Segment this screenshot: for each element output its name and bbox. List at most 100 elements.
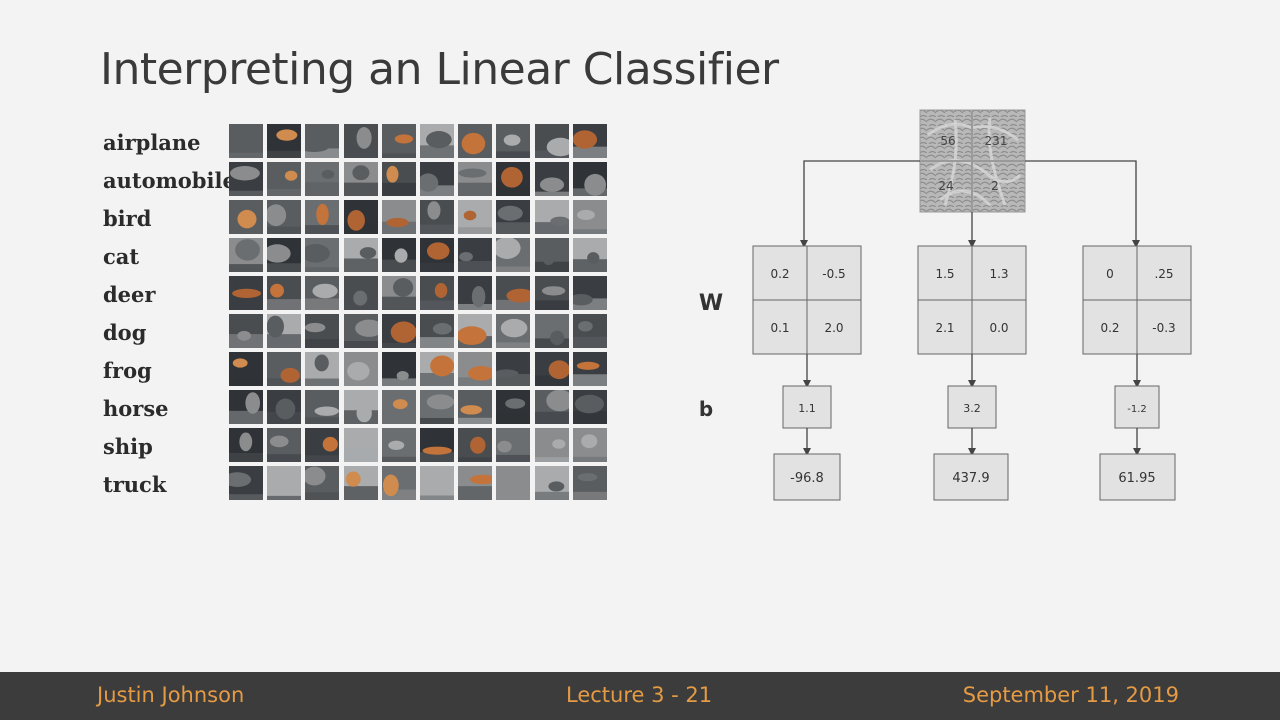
sample-image-bird — [496, 200, 531, 234]
sample-image-cat — [267, 238, 302, 272]
sample-image-automobile — [419, 162, 454, 196]
sample-image-truck — [381, 466, 416, 500]
bias-value: 1.1 — [798, 402, 816, 415]
sample-image-deer — [419, 276, 454, 310]
sample-image-cat — [381, 238, 416, 272]
sample-image-frog — [381, 352, 416, 386]
sample-image-ship — [534, 428, 569, 462]
sample-image-ship — [305, 428, 340, 462]
sample-image-bird — [305, 200, 340, 234]
sample-image-dog — [267, 314, 302, 348]
sample-image-bird — [381, 200, 416, 234]
sample-image-deer — [381, 276, 416, 310]
input-pixel-2: 231 — [985, 134, 1008, 148]
sample-image-deer — [534, 276, 569, 310]
class-label-bird: bird — [103, 206, 152, 231]
classifier-column-1: 0.2 -0.5 0.1 2.0 1.1 -96.8 — [752, 245, 862, 501]
weight-cell: 0.2 — [770, 267, 789, 281]
class-label-deer: deer — [103, 282, 156, 307]
sample-image-truck — [343, 466, 378, 500]
sample-image-bird — [534, 200, 569, 234]
sample-image-dog — [496, 314, 531, 348]
sample-image-ship — [419, 428, 454, 462]
sample-image-dog — [458, 314, 493, 348]
sample-image-dog — [381, 314, 416, 348]
class-label-cat: cat — [103, 244, 140, 269]
sample-image-dog — [572, 314, 607, 348]
sample-image-airplane — [458, 124, 493, 158]
bias-value: 3.2 — [963, 402, 981, 415]
sample-image-horse — [229, 390, 263, 424]
input-image: 56 231 24 2 — [919, 109, 1026, 213]
class-label-horse: horse — [103, 396, 169, 421]
sample-image-automobile — [381, 162, 416, 196]
sample-image-airplane — [305, 124, 340, 158]
slide-title: Interpreting an Linear Classifier — [100, 44, 779, 95]
sample-image-truck — [267, 466, 302, 500]
sample-image-horse — [496, 390, 531, 424]
sample-image-horse — [534, 390, 569, 424]
sample-image-truck — [458, 466, 493, 500]
sample-image-deer — [496, 276, 531, 310]
sample-image-deer — [267, 276, 302, 310]
sample-image-horse — [572, 390, 607, 424]
sample-image-frog — [267, 352, 302, 386]
weight-cell: 0.2 — [1100, 321, 1119, 335]
sample-image-bird — [229, 200, 263, 234]
sample-image-dog — [305, 314, 340, 348]
sample-image-cat — [419, 238, 454, 272]
sample-image-cat — [229, 238, 263, 272]
weight-cell: 0.1 — [770, 321, 789, 335]
input-connectors — [800, 160, 1140, 248]
sample-image-frog — [343, 352, 378, 386]
sample-image-bird — [458, 200, 493, 234]
sample-image-dog — [229, 314, 263, 348]
bias-value: -1.2 — [1127, 404, 1147, 415]
sample-image-horse — [305, 390, 340, 424]
input-pixel-3: 24 — [938, 179, 953, 193]
sample-image-airplane — [534, 124, 569, 158]
weight-cell: -0.3 — [1152, 321, 1175, 335]
sample-image-airplane — [572, 124, 607, 158]
sample-image-frog — [496, 352, 531, 386]
sample-image-ship — [229, 428, 263, 462]
sample-image-deer — [458, 276, 493, 310]
sample-image-frog — [458, 352, 493, 386]
class-label-automobile: automobile — [103, 168, 236, 193]
footer-author: Justin Johnson — [97, 683, 245, 707]
bias-row-label: b — [699, 397, 713, 421]
sample-image-dog — [534, 314, 569, 348]
sample-image-cat — [343, 238, 378, 272]
weight-cell: 1.3 — [989, 267, 1008, 281]
classifier-column-3: 0 .25 0.2 -0.3 -1.2 61.95 — [1082, 245, 1192, 501]
sample-image-frog — [534, 352, 569, 386]
sample-image-ship — [572, 428, 607, 462]
sample-image-ship — [343, 428, 378, 462]
footer-date: September 11, 2019 — [962, 683, 1179, 707]
weight-cell: .25 — [1154, 267, 1173, 281]
input-pixel-1: 56 — [940, 134, 955, 148]
sample-image-frog — [572, 352, 607, 386]
class-score: -96.8 — [790, 471, 824, 486]
sample-image-cat — [305, 238, 340, 272]
sample-image-airplane — [343, 124, 378, 158]
sample-image-airplane — [419, 124, 454, 158]
sample-image-ship — [381, 428, 416, 462]
sample-image-horse — [343, 390, 378, 424]
sample-image-horse — [381, 390, 416, 424]
sample-image-automobile — [572, 162, 607, 196]
sample-image-bird — [267, 200, 302, 234]
sample-image-horse — [458, 390, 493, 424]
input-pixel-4: 2 — [991, 179, 999, 193]
sample-image-truck — [534, 466, 569, 500]
weight-cell: 0.0 — [989, 321, 1008, 335]
sample-image-frog — [229, 352, 263, 386]
sample-image-cat — [572, 238, 607, 272]
linear-classifier-diagram: 56 231 24 2 W b 0.2 -0.5 0.1 2.0 1.1 -96… — [699, 109, 1192, 501]
class-score: 61.95 — [1118, 471, 1155, 486]
class-label-frog: frog — [103, 358, 152, 383]
classifier-column-2: 1.5 1.3 2.1 0.0 3.2 437.9 — [917, 245, 1027, 501]
sample-image-dog — [419, 314, 454, 348]
sample-image-horse — [267, 390, 302, 424]
sample-image-truck — [305, 466, 340, 500]
